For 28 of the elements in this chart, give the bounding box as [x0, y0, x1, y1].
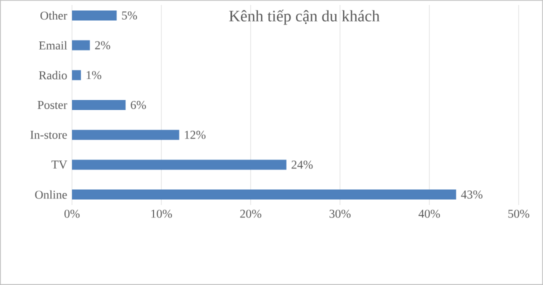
y-tick-label: Other — [40, 11, 68, 20]
bar — [72, 160, 286, 170]
x-tick-label: 10% — [151, 210, 172, 218]
bar — [72, 100, 126, 110]
bar — [72, 70, 81, 80]
x-tick-label: 20% — [240, 210, 262, 218]
data-label: 1% — [86, 71, 102, 80]
y-tick-label: Poster — [38, 101, 68, 109]
bar — [72, 40, 90, 50]
x-tick-label: 30% — [330, 210, 351, 218]
x-tick-label: 50% — [508, 210, 530, 218]
bar — [72, 190, 456, 200]
data-label: 24% — [292, 160, 313, 169]
y-tick-label: Radio — [38, 70, 67, 80]
data-label: 43% — [461, 190, 482, 199]
bar — [72, 130, 180, 140]
chart-title: Kênh tiếp cận du khách — [229, 10, 380, 25]
data-label: 2% — [95, 41, 110, 50]
data-label: 12% — [184, 130, 206, 139]
data-label: 5% — [122, 11, 137, 20]
x-tick-label: 0% — [64, 210, 80, 218]
data-label: 6% — [130, 100, 146, 110]
y-tick-label: Online — [35, 190, 67, 199]
y-tick-label: Email — [38, 41, 68, 50]
x-tick-label: 40% — [418, 210, 440, 218]
bar — [72, 10, 117, 20]
y-tick-label: In-store — [30, 130, 67, 139]
y-tick-label: TV — [52, 160, 68, 169]
